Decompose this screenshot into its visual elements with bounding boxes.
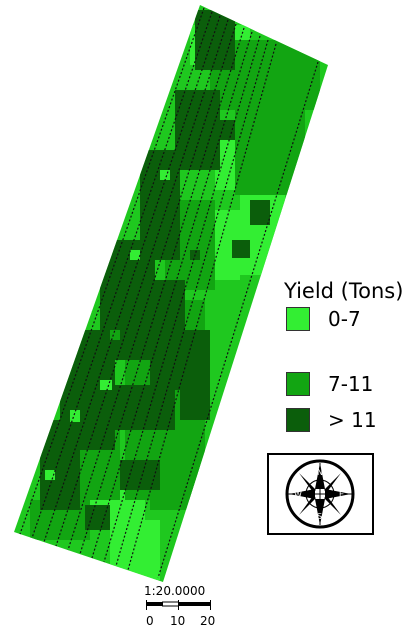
compass-e: E [339, 490, 344, 499]
legend-label: > 11 [328, 408, 377, 432]
legend-item-7-11: 7-11 [286, 371, 373, 397]
compass-w: W [294, 490, 302, 499]
scale-ratio: 1:20.0000 [144, 584, 206, 598]
compass-s: S [317, 512, 322, 521]
legend-swatch-light [286, 307, 310, 331]
compass-icon: N S E W [285, 459, 355, 529]
legend-item-0-7: 0-7 [286, 306, 361, 332]
legend-label: 7-11 [328, 372, 374, 396]
legend-title: Yield (Tons) [284, 279, 404, 303]
harvest-pass-lines [19, 7, 319, 579]
scale-tick: 20 [200, 614, 216, 628]
legend-swatch-dark [286, 408, 310, 432]
compass-n: N [317, 468, 323, 477]
legend-swatch-medium [286, 372, 310, 396]
yield-zones [30, 10, 320, 580]
scale-tick: 0 [146, 614, 154, 628]
scale-bar [146, 600, 211, 610]
north-arrow: N S E W [267, 453, 374, 535]
scale-tick: 10 [170, 614, 186, 628]
legend-label: 0-7 [328, 307, 361, 331]
legend-item-over-11: > 11 [286, 407, 377, 433]
